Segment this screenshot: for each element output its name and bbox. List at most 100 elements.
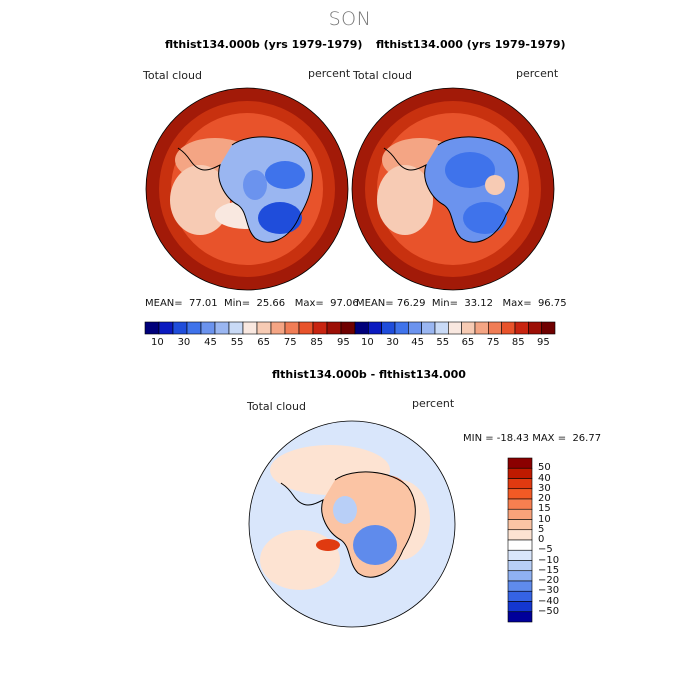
colorbar-swatch [507,611,533,623]
colorbar-panel-2 [354,321,556,335]
max-label: Max= [294,298,324,309]
colorbar-swatch [507,601,533,613]
colorbar-swatch [158,321,174,335]
colorbar-swatch [421,321,436,335]
colorbar-tick-label: 65 [257,337,271,348]
colorbar-swatch [144,321,160,335]
diff-minmax: MIN = -18.43 MAX = 26.77 [463,433,602,444]
colorbar-swatch [507,580,533,592]
colorbar-tick-label: 65 [461,337,475,348]
colorbar-tick-label: −20 [538,575,560,586]
colorbar-swatch [408,321,422,335]
colorbar-swatch [448,321,462,335]
panel-1-stats: MEAN= 77.01 Min= 25.66 Max= 97.06 [145,298,359,309]
panel-1-variable: Total cloud [143,69,202,82]
colorbar-swatch [507,519,533,531]
colorbar-swatch [340,321,356,335]
colorbar-swatch [326,321,342,335]
colorbar-tick-label: −50 [538,605,560,617]
colorbar-swatch [461,321,476,335]
panel-2-units: percent [516,67,559,80]
panel-2-title: flthist134.000 (yrs 1979-1979) [376,38,566,51]
diff-variable: Total cloud [247,400,306,413]
colorbar-swatch [312,321,328,335]
colorbar-swatch [298,321,314,335]
colorbar-tick-label: −5 [538,544,553,556]
min-value: 25.66 [256,298,286,309]
colorbar-diff [507,457,533,623]
colorbar-swatch [507,498,533,510]
colorbar-tick-label: 30 [177,337,191,348]
colorbar-swatch [507,560,533,572]
page-title: SON [328,8,372,30]
colorbar-swatch [507,467,533,479]
colorbar-tick-label: 5 [538,523,545,535]
colorbar-swatch [394,321,409,335]
colorbar-swatch [501,321,516,335]
colorbar-tick-label: 30 [386,337,399,348]
max-value: 96.75 [537,298,567,309]
colorbar-swatch [474,321,489,335]
colorbar-tick-label: 20 [538,493,551,504]
colorbar-tick-label: 0 [538,534,545,545]
colorbar-swatch [434,321,449,335]
colorbar-swatch [214,321,230,335]
colorbar-tick-label: 95 [537,337,550,348]
colorbar-tick-label: 85 [511,337,525,348]
colorbar-swatch [528,321,542,335]
colorbar-tick-label: −10 [538,554,560,566]
colorbar-swatch [507,508,533,520]
colorbar-swatch [172,321,188,335]
colorbar-tick-label: 50 [538,462,551,474]
colorbar-swatch [507,590,533,602]
colorbar-swatch [256,321,272,335]
max-label: Max= [502,298,532,309]
colorbar-swatch [507,539,533,551]
colorbar-swatch [228,321,244,335]
colorbar-swatch [507,570,533,582]
colorbar-swatch [507,478,533,490]
panel-2-variable: Total cloud [353,69,412,82]
colorbar-tick-label: 15 [538,503,551,515]
panel-1-units: percent [308,67,351,80]
min-value: 33.12 [464,298,493,309]
colorbar-tick-label: 85 [310,337,324,348]
mean-value: 76.29 [396,298,426,309]
colorbar-tick-label: 10 [151,337,164,348]
colorbar-swatch [507,488,533,500]
colorbar-swatch [284,321,300,335]
colorbar-tick-label: 75 [486,337,500,348]
mean-label: MEAN= [356,298,394,309]
colorbar-swatch [368,321,382,335]
colorbar-tick-label: 30 [538,482,551,494]
colorbar-tick-label: −40 [538,595,560,607]
colorbar-swatch [200,321,216,335]
colorbar-tick-label: −15 [538,564,560,576]
min-label: Min= [224,298,251,309]
colorbar-tick-label: 75 [283,337,297,348]
min-label: Min= [431,298,458,309]
colorbar-swatch [507,529,533,541]
colorbar-tick-label: 55 [230,337,244,348]
colorbar-tick-label: −30 [538,585,560,597]
diff-title: flthist134.000b - flthist134.000 [272,368,466,381]
colorbar-tick-label: 55 [436,337,450,348]
colorbar-swatch [354,321,369,335]
colorbar-swatch [270,321,286,335]
colorbar-tick-label: 45 [411,337,425,348]
colorbar-panel-1 [144,321,356,335]
mean-label: MEAN= [145,298,183,309]
colorbar-tick-label: 95 [337,337,350,348]
colorbar-swatch [186,321,202,335]
colorbar-swatch [507,549,533,561]
colorbar-tick-label: 40 [538,472,551,484]
colorbar-tick-label: 45 [204,337,217,348]
colorbar-tick-label: 10 [361,337,374,348]
mean-value: 77.01 [189,298,218,309]
colorbar-swatch [381,321,396,335]
colorbar-swatch [488,321,502,335]
colorbar-swatch [507,457,533,469]
colorbar-swatch [514,321,529,335]
max-value: 97.06 [330,298,359,309]
